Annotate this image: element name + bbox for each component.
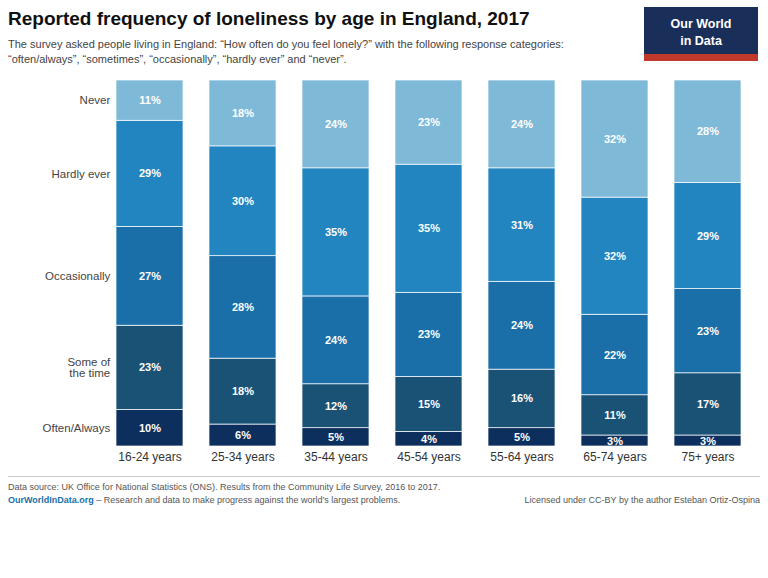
svg-text:Never: Never <box>80 94 111 106</box>
svg-text:24%: 24% <box>511 118 533 130</box>
html-text:Data source: UK Office for Nat: Data source: UK Office for National Stat… <box>8 481 441 492</box>
svg-text:32%: 32% <box>604 249 626 261</box>
svg-text:3%: 3% <box>700 434 716 446</box>
svg-text:32%: 32% <box>604 132 626 144</box>
svg-text:16%: 16% <box>511 392 533 404</box>
svg-text:24%: 24% <box>511 319 533 331</box>
svg-text:23%: 23% <box>418 328 440 340</box>
svg-text:5%: 5% <box>328 430 344 442</box>
svg-text:45-54 years: 45-54 years <box>397 450 460 464</box>
svg-text:24%: 24% <box>325 118 347 130</box>
svg-text:17%: 17% <box>697 398 719 410</box>
svg-text:25-34 years: 25-34 years <box>211 450 274 464</box>
svg-text:3%: 3% <box>607 434 623 446</box>
svg-text:65-74 years: 65-74 years <box>583 450 646 464</box>
svg-text:Often/Always: Often/Always <box>43 421 111 433</box>
svg-text:23%: 23% <box>418 116 440 128</box>
svg-text:24%: 24% <box>325 333 347 345</box>
svg-text:27%: 27% <box>139 269 161 281</box>
svg-text:4%: 4% <box>421 432 437 444</box>
svg-text:15%: 15% <box>418 398 440 410</box>
html-text:OurWorldInData.org – Research: OurWorldInData.org – Research and data t… <box>8 494 401 505</box>
svg-text:18%: 18% <box>232 385 254 397</box>
svg-text:10%: 10% <box>139 421 161 433</box>
svg-text:Occasionally: Occasionally <box>45 270 110 282</box>
svg-text:55-64 years: 55-64 years <box>490 450 553 464</box>
svg-text:30%: 30% <box>232 194 254 206</box>
svg-text:28%: 28% <box>232 301 254 313</box>
html-text:Our World: Our World <box>670 17 732 31</box>
svg-text:28%: 28% <box>697 125 719 137</box>
svg-text:11%: 11% <box>604 408 626 420</box>
svg-text:Hardly ever: Hardly ever <box>51 167 110 179</box>
svg-text:29%: 29% <box>697 229 719 241</box>
svg-text:18%: 18% <box>232 107 254 119</box>
svg-text:5%: 5% <box>514 430 530 442</box>
svg-text:Some ofthe time: Some ofthe time <box>67 355 111 379</box>
svg-text:31%: 31% <box>511 218 533 230</box>
svg-text:29%: 29% <box>139 167 161 179</box>
svg-text:75+ years: 75+ years <box>681 450 734 464</box>
svg-text:35%: 35% <box>418 222 440 234</box>
svg-text:23%: 23% <box>697 324 719 336</box>
svg-text:35%: 35% <box>325 225 347 237</box>
svg-text:16-24 years: 16-24 years <box>118 450 181 464</box>
svg-text:35-44 years: 35-44 years <box>304 450 367 464</box>
svg-text:12%: 12% <box>325 399 347 411</box>
svg-text:11%: 11% <box>139 94 161 106</box>
html-text:The survey asked people living: The survey asked people living in Englan… <box>8 37 564 66</box>
svg-text:6%: 6% <box>235 429 251 441</box>
svg-text:23%: 23% <box>139 361 161 373</box>
svg-text:22%: 22% <box>604 348 626 360</box>
html-text:Licensed under CC-BY by the au: Licensed under CC-BY by the author Esteb… <box>524 494 760 505</box>
html-text:Reported frequency of loneline: Reported frequency of loneliness by age … <box>8 8 530 29</box>
html-text:in Data: in Data <box>680 33 722 48</box>
